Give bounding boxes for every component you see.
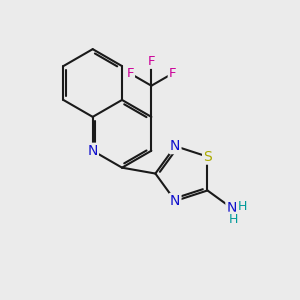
Text: F: F — [169, 67, 176, 80]
Text: F: F — [148, 55, 155, 68]
Text: N: N — [170, 139, 181, 153]
Text: S: S — [203, 150, 212, 164]
Text: H: H — [228, 213, 238, 226]
Text: H: H — [238, 200, 248, 213]
Text: F: F — [127, 67, 134, 80]
Text: N: N — [88, 144, 98, 158]
Text: N: N — [170, 194, 181, 208]
Text: N: N — [226, 201, 237, 215]
